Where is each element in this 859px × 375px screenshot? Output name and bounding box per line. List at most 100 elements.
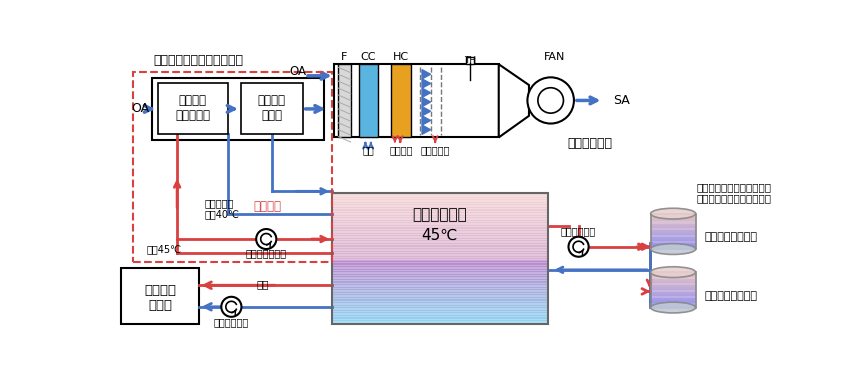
Bar <box>332 309 547 311</box>
Bar <box>332 210 547 213</box>
Bar <box>332 243 547 246</box>
Bar <box>332 246 547 249</box>
Bar <box>332 197 547 200</box>
Bar <box>650 232 696 234</box>
Bar <box>332 263 547 265</box>
Bar <box>650 229 696 231</box>
Bar <box>332 237 547 239</box>
Bar <box>338 64 350 137</box>
Bar <box>332 286 547 288</box>
Polygon shape <box>422 116 430 125</box>
Text: 気化式加湿: 気化式加湿 <box>421 145 450 155</box>
Text: 蒸気加熱: 蒸気加熱 <box>389 145 413 155</box>
Bar <box>650 244 696 246</box>
Bar <box>332 240 547 242</box>
Bar <box>650 216 696 217</box>
Bar <box>332 281 547 283</box>
Bar <box>650 218 696 220</box>
Polygon shape <box>422 106 430 116</box>
Bar <box>650 297 696 298</box>
Bar <box>650 280 696 282</box>
Bar <box>650 222 696 224</box>
Bar <box>650 225 696 227</box>
Bar <box>650 301 696 303</box>
Bar <box>359 64 378 137</box>
Bar <box>650 290 696 291</box>
Bar <box>334 64 499 137</box>
Bar <box>650 292 696 294</box>
Bar <box>332 196 547 198</box>
Bar <box>158 84 228 134</box>
Ellipse shape <box>650 302 696 313</box>
Text: 既設の空調機: 既設の空調機 <box>567 137 612 150</box>
Bar <box>332 209 547 211</box>
Bar <box>332 305 547 308</box>
Bar <box>332 296 547 298</box>
Text: OA: OA <box>289 66 307 78</box>
Bar <box>650 272 696 274</box>
Bar <box>332 248 547 250</box>
Polygon shape <box>422 125 430 134</box>
Text: 45℃: 45℃ <box>422 228 458 243</box>
Text: クーリングタワー: クーリングタワー <box>704 232 757 243</box>
Bar <box>332 201 547 203</box>
Text: 水槽内の温水の冷却のため
の既設のクーリングタワー: 水槽内の温水の冷却のため の既設のクーリングタワー <box>696 182 771 204</box>
Bar <box>332 320 547 322</box>
Bar <box>650 220 696 222</box>
Bar <box>650 236 696 238</box>
Bar <box>332 260 547 262</box>
Text: SA: SA <box>612 94 630 107</box>
Bar <box>332 202 547 205</box>
Bar <box>650 245 696 247</box>
Bar <box>332 268 547 270</box>
Text: 戻りの温水: 戻りの温水 <box>204 198 234 208</box>
Bar <box>332 225 547 228</box>
Bar <box>332 287 547 290</box>
Bar <box>650 213 696 215</box>
Bar <box>332 232 547 234</box>
Bar <box>650 274 696 276</box>
Bar <box>650 219 696 221</box>
Bar <box>332 245 547 247</box>
Bar <box>332 193 547 324</box>
Bar <box>332 274 547 277</box>
Text: HC: HC <box>393 53 409 62</box>
Ellipse shape <box>650 208 696 219</box>
Bar <box>650 230 696 232</box>
Bar <box>332 278 547 280</box>
Bar <box>332 307 547 309</box>
Bar <box>650 237 696 239</box>
Circle shape <box>256 229 277 249</box>
Bar <box>650 287 696 289</box>
Bar <box>650 278 696 280</box>
Bar <box>650 243 696 245</box>
Bar <box>332 256 547 259</box>
Bar <box>650 233 696 235</box>
Bar <box>332 224 547 226</box>
Bar <box>332 291 547 293</box>
Bar <box>332 289 547 291</box>
Bar <box>650 227 696 230</box>
Bar <box>332 302 547 304</box>
Bar <box>332 233 547 236</box>
Bar <box>332 192 547 195</box>
Bar <box>133 72 332 262</box>
Polygon shape <box>422 70 430 79</box>
Bar <box>332 317 547 319</box>
Bar <box>241 84 302 134</box>
Bar <box>332 315 547 318</box>
Bar <box>391 64 411 137</box>
Bar <box>151 78 324 140</box>
Bar <box>332 261 547 264</box>
Bar <box>332 215 547 218</box>
Bar <box>332 273 547 275</box>
Text: アフター
ヒータ: アフター ヒータ <box>258 94 286 122</box>
Bar <box>650 305 696 307</box>
Bar <box>650 291 696 292</box>
Bar <box>650 294 696 296</box>
Bar <box>650 281 696 283</box>
Bar <box>332 322 547 324</box>
Bar <box>650 298 696 300</box>
Bar <box>332 219 547 221</box>
Bar <box>332 253 547 255</box>
